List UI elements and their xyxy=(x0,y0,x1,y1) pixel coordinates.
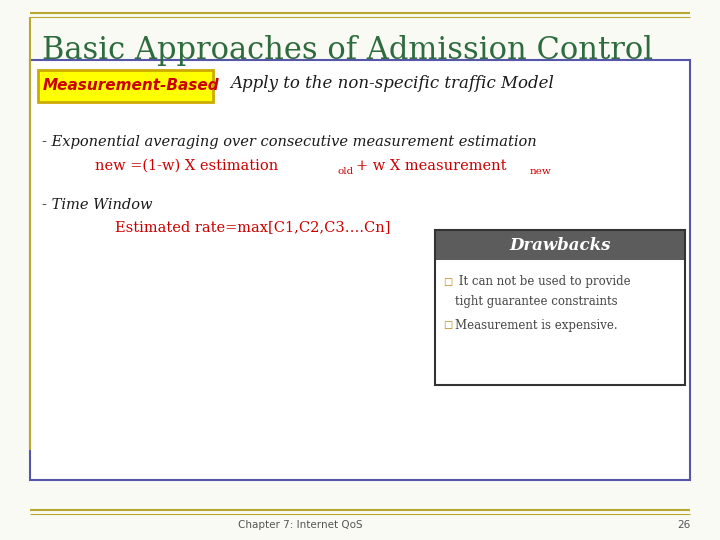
Text: It can not be used to provide: It can not be used to provide xyxy=(455,275,631,288)
Text: Basic Approaches of Admission Control: Basic Approaches of Admission Control xyxy=(42,35,653,65)
Text: - Exponential averaging over consecutive measurement estimation: - Exponential averaging over consecutive… xyxy=(42,135,536,149)
Bar xyxy=(38,70,213,102)
Bar xyxy=(435,260,685,385)
Text: Chapter 7: Internet QoS: Chapter 7: Internet QoS xyxy=(238,520,362,530)
Text: Drawbacks: Drawbacks xyxy=(509,237,611,253)
Text: - Time Window: - Time Window xyxy=(42,198,153,212)
Text: new: new xyxy=(530,166,552,176)
Text: □: □ xyxy=(443,277,452,287)
Bar xyxy=(435,230,685,385)
Text: Estimated rate=max[C1,C2,C3….Cn]: Estimated rate=max[C1,C2,C3….Cn] xyxy=(115,220,390,234)
Bar xyxy=(30,60,690,480)
Text: old: old xyxy=(337,166,354,176)
Text: + w X measurement: + w X measurement xyxy=(356,159,506,173)
Text: tight guarantee constraints: tight guarantee constraints xyxy=(455,295,618,308)
Text: 26: 26 xyxy=(677,520,690,530)
Text: □: □ xyxy=(443,320,452,330)
Text: Measurement is expensive.: Measurement is expensive. xyxy=(455,319,618,332)
Bar xyxy=(435,230,685,260)
Text: Apply to the non-specific traffic Model: Apply to the non-specific traffic Model xyxy=(230,76,554,92)
Text: new =(1-w) X estimation: new =(1-w) X estimation xyxy=(95,159,278,173)
Text: Measurement-Based: Measurement-Based xyxy=(43,78,220,93)
